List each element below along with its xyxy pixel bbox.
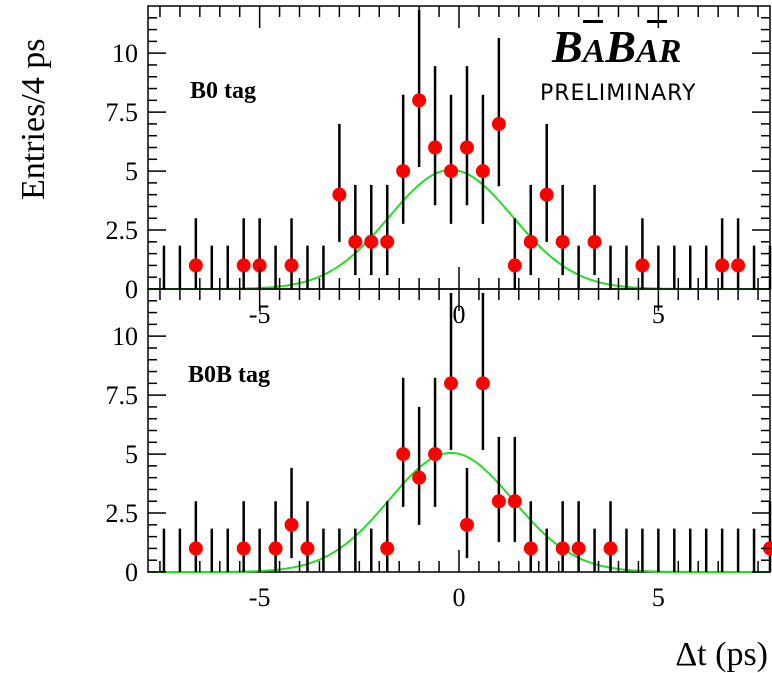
top-data-point	[587, 234, 602, 249]
top-x-tick-label: -5	[249, 300, 271, 329]
top-data-point	[380, 234, 395, 249]
top-data-point	[555, 234, 570, 249]
top-data-point	[731, 258, 746, 273]
preliminary-label: PRELIMINARY	[540, 81, 697, 106]
top-data-point	[188, 258, 203, 273]
babar-logo-text: BABAR	[551, 21, 681, 72]
top-data-point	[236, 258, 251, 273]
bottom-data-point	[603, 541, 618, 556]
top-data-point	[332, 187, 347, 202]
bottom-data-point	[555, 541, 570, 556]
top-panel: 0 2.5 5 7.5 10 -5 0 5 B0 tag	[106, 5, 772, 329]
bottom-data-point	[188, 541, 203, 556]
bottom-data-point	[444, 376, 459, 391]
top-data-point	[428, 140, 443, 155]
bottom-data-point	[380, 541, 395, 556]
bottom-data-point	[284, 517, 299, 532]
bottom-panel: 0 2.5 5 7.5 10 -5 0 5 B0B tag	[106, 288, 772, 612]
bottom-tag-label: B0B tag	[188, 362, 270, 388]
bottom-fit-layer	[148, 451, 770, 573]
bottom-x-tick-label: 0	[453, 583, 466, 612]
bottom-data-point	[396, 447, 411, 462]
bottom-data-point	[268, 541, 283, 556]
top-x-tick-label: 0	[453, 300, 466, 329]
bottom-data-point	[507, 494, 522, 509]
top-data-point	[396, 164, 411, 179]
x-axis-title: Δt (ps)	[675, 636, 768, 673]
bottom-data-point	[523, 541, 538, 556]
top-y-tick-label: 0	[125, 275, 138, 304]
top-point-layer	[188, 93, 746, 273]
bottom-data-point	[571, 541, 586, 556]
top-tick-layer: 0 2.5 5 7.5 10 -5 0 5	[106, 6, 770, 329]
top-y-tick-label: 2.5	[106, 216, 139, 245]
top-data-point	[412, 93, 427, 108]
top-y-tick-label: 10	[112, 39, 138, 68]
top-y-tick-label: 7.5	[106, 98, 139, 127]
y-axis-title: Entries/4 ps	[15, 39, 52, 200]
bottom-point-layer	[188, 376, 772, 556]
top-data-point	[252, 258, 267, 273]
top-data-point	[635, 258, 650, 273]
top-data-point	[539, 187, 554, 202]
top-data-point	[459, 140, 474, 155]
bottom-data-point	[459, 517, 474, 532]
bottom-y-tick-label: 10	[112, 322, 138, 351]
bottom-y-tick-label: 2.5	[106, 499, 139, 528]
top-data-point	[444, 164, 459, 179]
top-data-point	[284, 258, 299, 273]
bottom-data-point	[428, 447, 443, 462]
top-tag-label: B0 tag	[190, 78, 256, 104]
top-y-tick-label: 5	[125, 157, 138, 186]
bottom-x-tick-label: -5	[249, 583, 271, 612]
top-data-point	[715, 258, 730, 273]
top-x-tick-label: 5	[652, 300, 665, 329]
bottom-data-point	[491, 494, 506, 509]
bottom-y-tick-label: 5	[125, 440, 138, 469]
top-data-point	[364, 234, 379, 249]
bottom-y-tick-label: 7.5	[106, 381, 139, 410]
bottom-panel-frame	[147, 288, 771, 573]
bottom-tick-layer: 0 2.5 5 7.5 10 -5 0 5	[106, 289, 770, 612]
babar-logo: BABAR PRELIMINARY	[540, 20, 697, 106]
bottom-x-tick-label: 5	[652, 583, 665, 612]
bottom-data-point	[412, 470, 427, 485]
bottom-fit-curve	[148, 451, 770, 573]
babar-logo-bar-2	[647, 20, 667, 23]
babar-logo-bar-1	[583, 20, 603, 23]
top-data-point	[507, 258, 522, 273]
top-data-point	[523, 234, 538, 249]
top-data-point	[475, 164, 490, 179]
top-data-point	[348, 234, 363, 249]
bottom-y-tick-label: 0	[125, 558, 138, 587]
bottom-data-point	[475, 376, 490, 391]
bottom-data-point	[236, 541, 251, 556]
top-data-point	[491, 116, 506, 131]
bottom-data-point	[300, 541, 315, 556]
